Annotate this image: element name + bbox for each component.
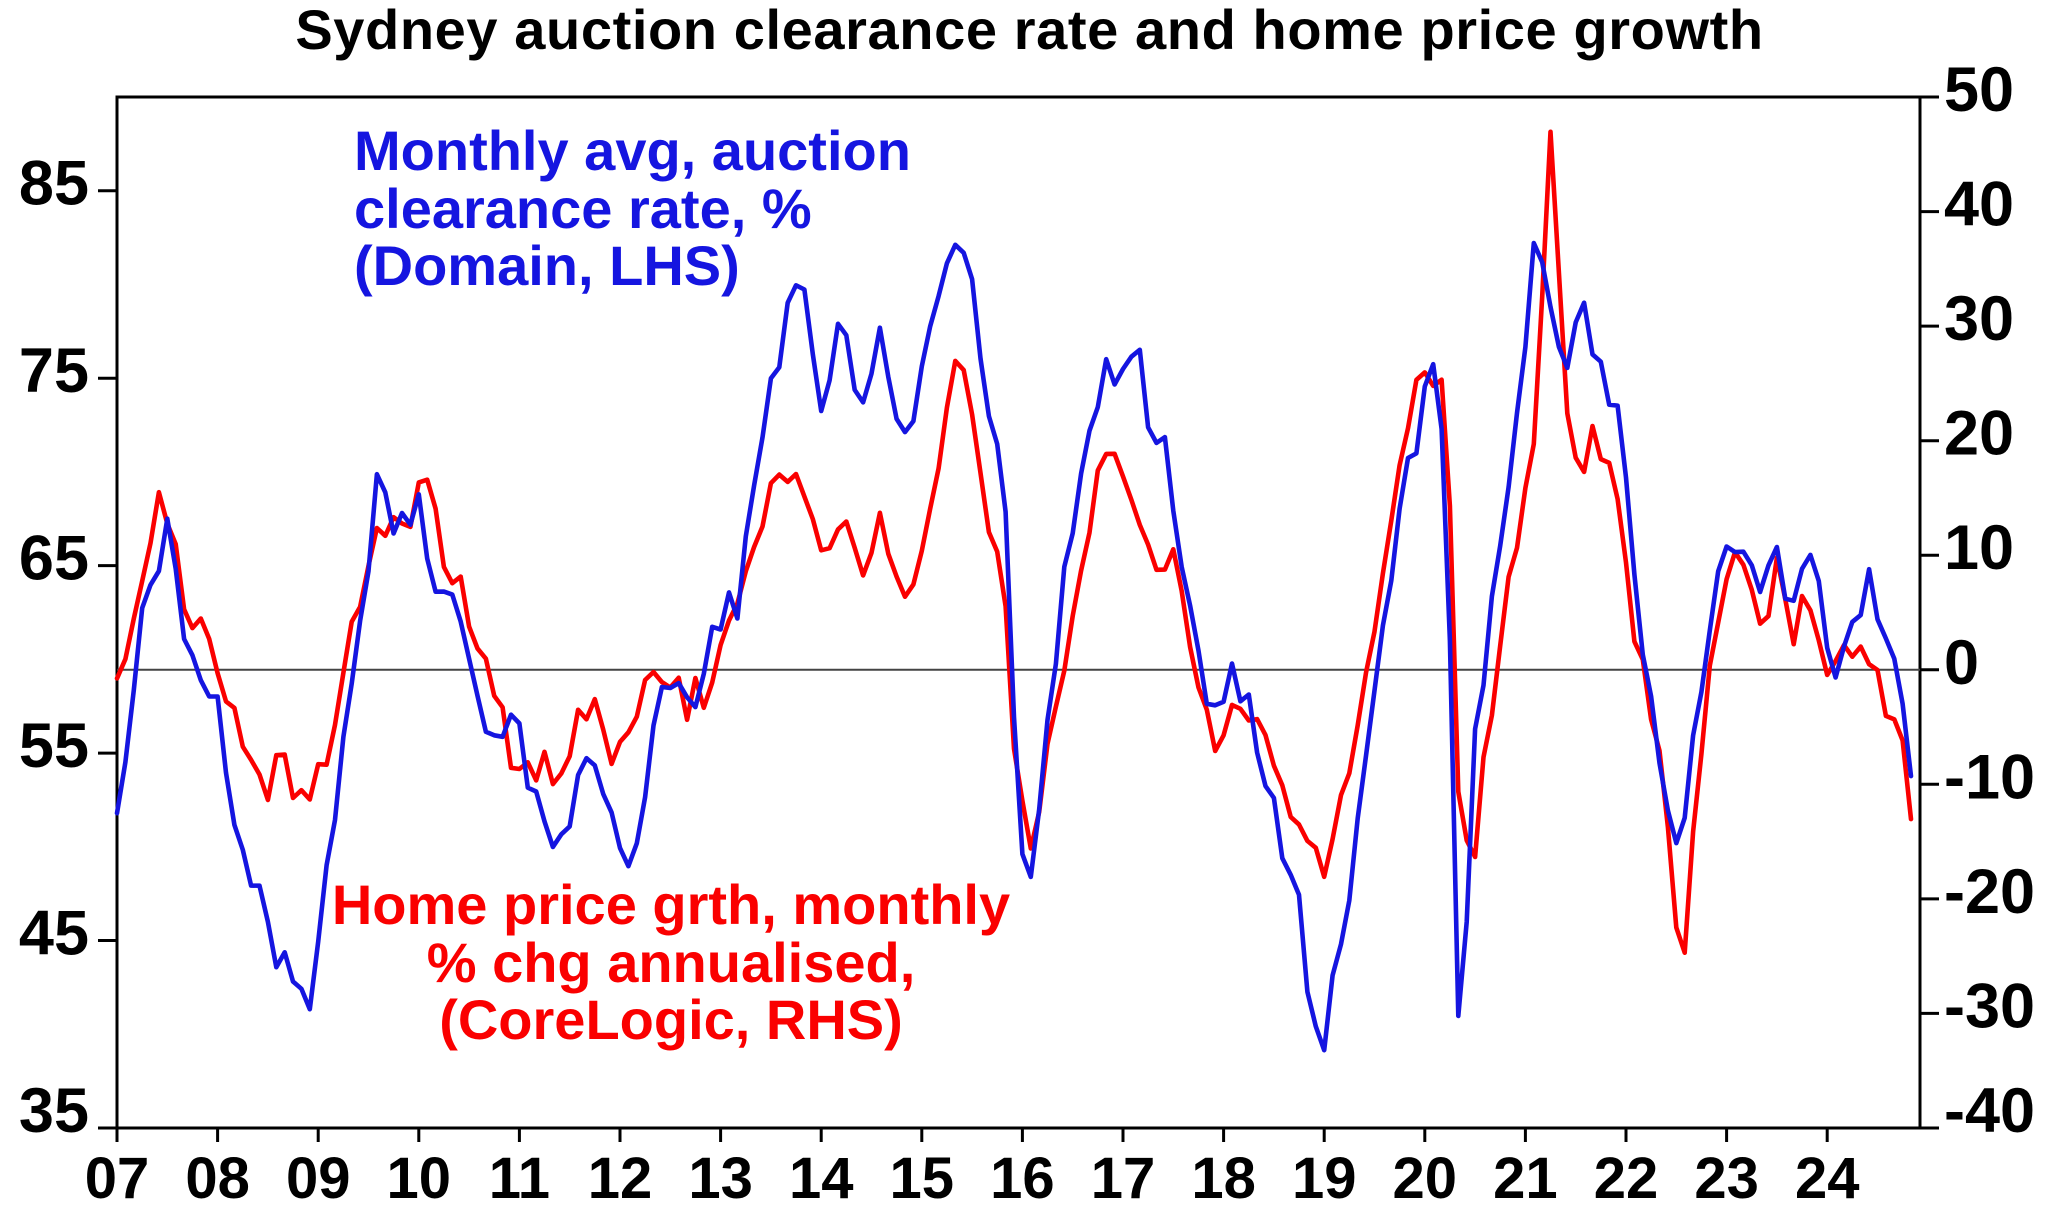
svg-text:-40: -40: [1944, 1076, 2035, 1146]
svg-text:Monthly avg, auction: Monthly avg, auction: [354, 119, 911, 182]
svg-text:(Domain, LHS): (Domain, LHS): [354, 234, 740, 297]
svg-text:10: 10: [387, 1146, 452, 1211]
svg-text:18: 18: [1191, 1146, 1256, 1211]
svg-text:21: 21: [1493, 1146, 1558, 1211]
svg-text:75: 75: [19, 336, 89, 406]
svg-text:85: 85: [19, 149, 89, 219]
svg-text:-20: -20: [1944, 857, 2035, 927]
svg-text:30: 30: [1944, 284, 2014, 354]
svg-text:14: 14: [789, 1146, 854, 1211]
svg-text:20: 20: [1944, 399, 2014, 469]
svg-text:40: 40: [1944, 170, 2014, 240]
svg-text:65: 65: [19, 524, 89, 594]
svg-text:(CoreLogic, RHS): (CoreLogic, RHS): [439, 988, 903, 1051]
svg-text:07: 07: [85, 1146, 150, 1211]
svg-text:10: 10: [1944, 513, 2014, 583]
svg-text:50: 50: [1944, 55, 2014, 125]
svg-text:0: 0: [1944, 628, 1979, 698]
svg-text:13: 13: [688, 1146, 753, 1211]
svg-text:20: 20: [1393, 1146, 1458, 1211]
svg-text:17: 17: [1091, 1146, 1156, 1211]
svg-text:Home price grth, monthly: Home price grth, monthly: [332, 873, 1010, 936]
svg-text:24: 24: [1795, 1146, 1860, 1211]
svg-text:08: 08: [185, 1146, 250, 1211]
svg-text:-30: -30: [1944, 971, 2035, 1041]
svg-text:19: 19: [1292, 1146, 1357, 1211]
svg-text:% chg annualised,: % chg annualised,: [427, 931, 916, 994]
svg-text:11: 11: [489, 1146, 550, 1211]
svg-text:16: 16: [990, 1146, 1055, 1211]
svg-text:12: 12: [588, 1146, 653, 1211]
svg-text:22: 22: [1594, 1146, 1659, 1211]
svg-text:45: 45: [19, 899, 89, 969]
svg-text:15: 15: [890, 1146, 955, 1211]
svg-text:-10: -10: [1944, 742, 2035, 812]
svg-text:09: 09: [286, 1146, 351, 1211]
svg-text:clearance rate, %: clearance rate, %: [354, 177, 812, 240]
svg-text:23: 23: [1694, 1146, 1759, 1211]
svg-text:35: 35: [19, 1076, 89, 1146]
svg-text:55: 55: [19, 711, 89, 781]
